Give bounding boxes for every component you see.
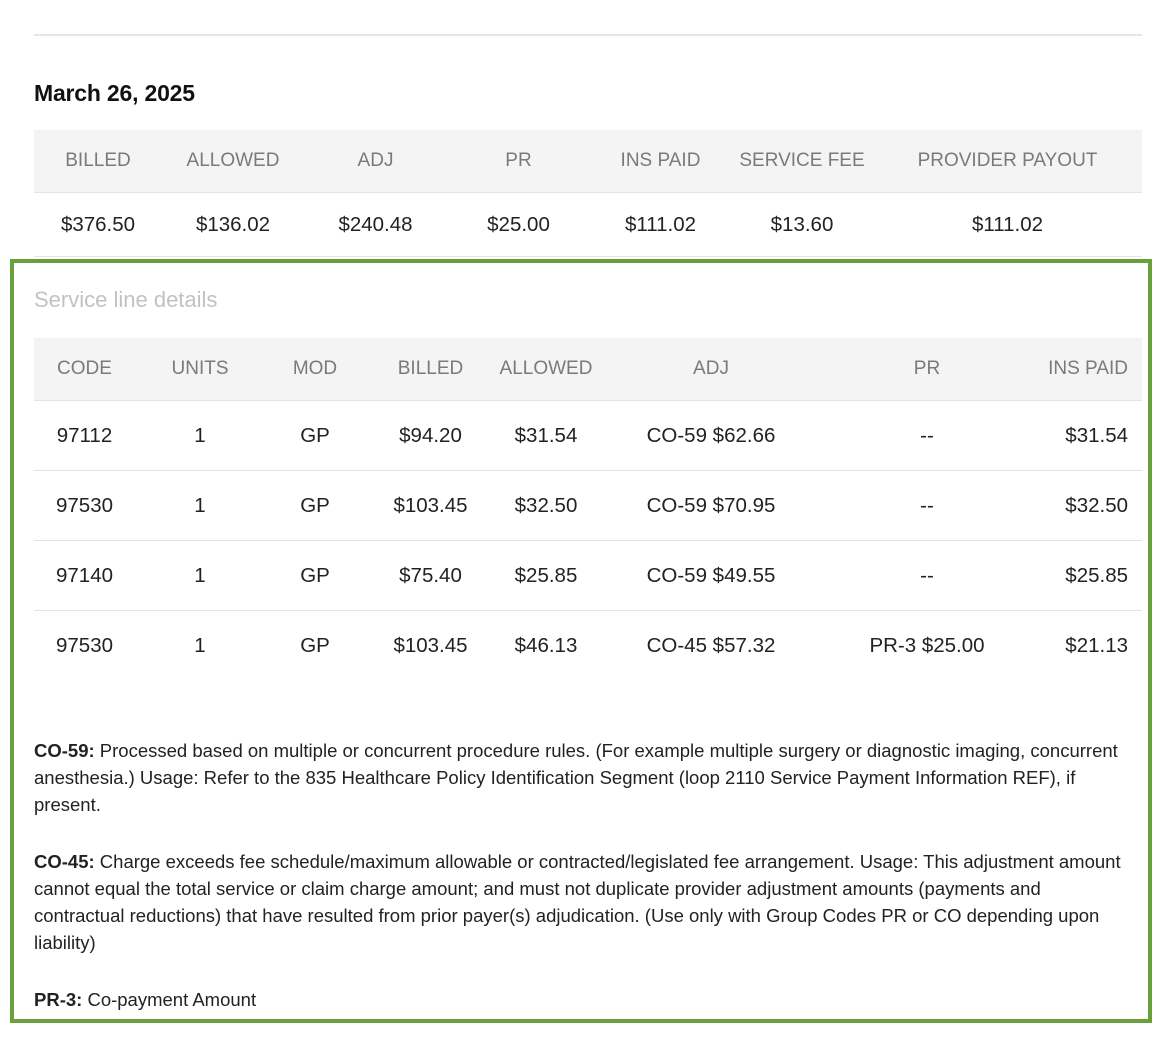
lines-header-ins-paid: INS PAID (1028, 338, 1142, 401)
note-code-label: CO-45: (34, 851, 95, 872)
line-units: 1 (135, 540, 265, 611)
summary-header-billed: BILLED (34, 130, 162, 193)
note-description: Co-payment Amount (87, 989, 257, 1010)
line-allowed: $46.13 (514, 633, 578, 657)
line-adj: CO-59 $70.95 (596, 470, 826, 541)
summary-header-allowed: ALLOWED (162, 130, 304, 193)
payment-summary-table: BILLED ALLOWED ADJ PR INS PAID SERVICE F… (34, 130, 1142, 257)
table-row: 97530 1 GP $103.45 $46.13 CO-45 $57.32 P… (34, 611, 1142, 681)
line-units: 1 (194, 633, 206, 657)
line-pr: PR-3 $25.00 (869, 633, 985, 657)
line-adj: CO-59 $49.55 (596, 540, 826, 611)
summary-ins-paid-value: $111.02 (590, 192, 731, 257)
summary-header-row: BILLED ALLOWED ADJ PR INS PAID SERVICE F… (34, 130, 1142, 193)
line-billed: $103.45 (365, 470, 496, 541)
line-code: 97140 (34, 540, 135, 611)
line-ins-paid: $31.54 (1028, 400, 1142, 471)
note-description: Processed based on multiple or concurren… (34, 740, 1118, 815)
line-pr: -- (826, 400, 1028, 471)
note-code-label: PR-3: (34, 989, 83, 1010)
line-billed: $75.40 (365, 540, 496, 611)
table-row: 97112 1 GP $94.20 $31.54 CO-59 $62.66 --… (34, 400, 1142, 471)
summary-allowed-value: $136.02 (162, 192, 304, 257)
note-pr-3: PR-3: Co-payment Amount (34, 986, 1134, 1013)
summary-billed-value: $376.50 (34, 192, 162, 257)
line-pr: -- (826, 470, 1028, 541)
line-code: 97112 (34, 400, 135, 471)
summary-pr-value: $25.00 (447, 192, 590, 257)
line-ins-paid: $25.85 (1028, 540, 1142, 611)
line-mod: GP (265, 470, 365, 541)
summary-service-fee-value: $13.60 (731, 192, 873, 257)
line-pr: -- (826, 540, 1028, 611)
note-description: Charge exceeds fee schedule/maximum allo… (34, 851, 1121, 953)
service-lines-table: CODE UNITS MOD BILLED ALLOWED ADJ PR INS… (34, 338, 1142, 680)
lines-header-allowed: ALLOWED (496, 338, 596, 401)
line-adj: CO-59 $62.66 (596, 400, 826, 471)
summary-header-adj: ADJ (304, 130, 447, 193)
summary-provider-payout-value: $111.02 (873, 192, 1142, 257)
line-code: 97530 (55, 633, 113, 657)
payment-date-heading: March 26, 2025 (34, 80, 195, 106)
lines-header-units: UNITS (135, 338, 265, 401)
service-line-details-panel: Service line details CODE UNITS MOD BILL… (10, 259, 1152, 1023)
line-units: 1 (135, 470, 265, 541)
lines-header-mod: MOD (265, 338, 365, 401)
top-divider (34, 34, 1142, 36)
summary-header-pr: PR (447, 130, 590, 193)
summary-header-service-fee: SERVICE FEE (731, 130, 873, 193)
service-lines-header-row: CODE UNITS MOD BILLED ALLOWED ADJ PR INS… (34, 338, 1142, 401)
line-allowed: $32.50 (496, 470, 596, 541)
note-co-45: CO-45: Charge exceeds fee schedule/maxim… (34, 848, 1134, 956)
summary-values-row: $376.50 $136.02 $240.48 $25.00 $111.02 $… (34, 192, 1142, 257)
note-co-59: CO-59: Processed based on multiple or co… (34, 737, 1134, 818)
table-row: 97140 1 GP $75.40 $25.85 CO-59 $49.55 --… (34, 540, 1142, 611)
summary-header-provider-payout: PROVIDER PAYOUT (873, 130, 1142, 193)
line-ins-paid: $21.13 (1065, 633, 1128, 657)
adjustment-code-notes: CO-59: Processed based on multiple or co… (34, 737, 1134, 1043)
line-units: 1 (135, 400, 265, 471)
table-row: 97530 1 GP $103.45 $32.50 CO-59 $70.95 -… (34, 470, 1142, 541)
line-adj: CO-45 $57.32 (646, 633, 776, 657)
summary-header-ins-paid: INS PAID (590, 130, 731, 193)
lines-header-billed: BILLED (365, 338, 496, 401)
summary-adj-value: $240.48 (304, 192, 447, 257)
line-mod: GP (265, 400, 365, 471)
line-mod: GP (265, 540, 365, 611)
line-ins-paid: $32.50 (1028, 470, 1142, 541)
lines-header-adj: ADJ (596, 338, 826, 401)
lines-header-code: CODE (34, 338, 135, 401)
line-billed: $103.45 (393, 633, 468, 657)
line-allowed: $25.85 (496, 540, 596, 611)
lines-header-pr: PR (826, 338, 1028, 401)
line-allowed: $31.54 (496, 400, 596, 471)
service-line-details-title: Service line details (34, 287, 218, 312)
line-billed: $94.20 (365, 400, 496, 471)
line-code: 97530 (34, 470, 135, 541)
note-code-label: CO-59: (34, 740, 95, 761)
line-mod: GP (300, 633, 330, 657)
